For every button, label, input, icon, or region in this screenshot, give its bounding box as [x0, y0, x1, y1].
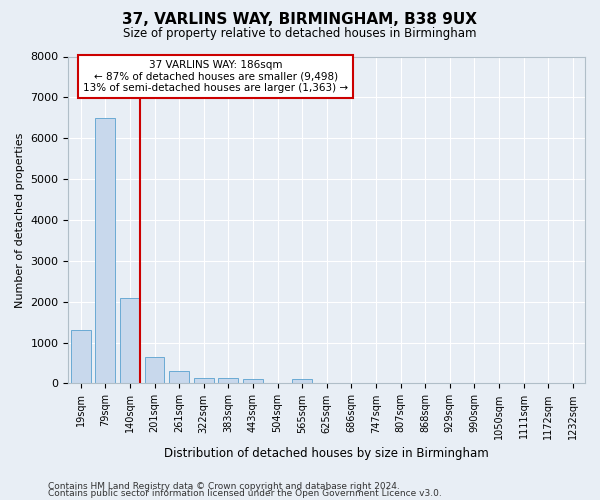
Bar [120, 298, 140, 384]
Bar [169, 371, 189, 384]
Bar [292, 380, 312, 384]
Bar [194, 378, 214, 384]
Bar [243, 380, 263, 384]
Bar [71, 330, 91, 384]
Text: Contains HM Land Registry data © Crown copyright and database right 2024.: Contains HM Land Registry data © Crown c… [48, 482, 400, 491]
X-axis label: Distribution of detached houses by size in Birmingham: Distribution of detached houses by size … [164, 447, 489, 460]
Text: Contains public sector information licensed under the Open Government Licence v3: Contains public sector information licen… [48, 489, 442, 498]
Y-axis label: Number of detached properties: Number of detached properties [15, 132, 25, 308]
Bar [95, 118, 115, 384]
Text: 37, VARLINS WAY, BIRMINGHAM, B38 9UX: 37, VARLINS WAY, BIRMINGHAM, B38 9UX [122, 12, 478, 28]
Text: 37 VARLINS WAY: 186sqm
← 87% of detached houses are smaller (9,498)
13% of semi-: 37 VARLINS WAY: 186sqm ← 87% of detached… [83, 60, 348, 93]
Bar [218, 378, 238, 384]
Text: Size of property relative to detached houses in Birmingham: Size of property relative to detached ho… [123, 28, 477, 40]
Bar [145, 357, 164, 384]
